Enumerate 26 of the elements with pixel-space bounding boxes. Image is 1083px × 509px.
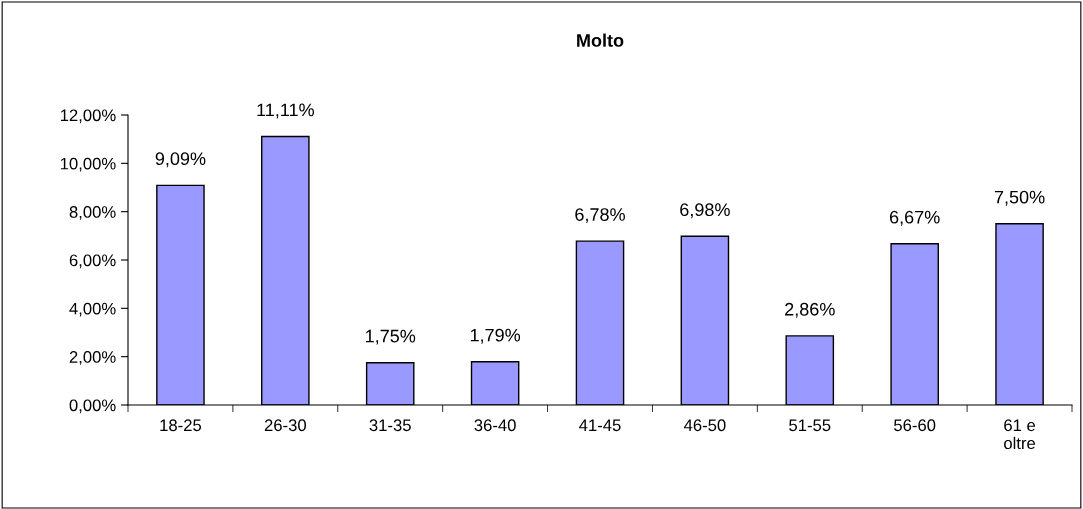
chart-title: Molto bbox=[577, 33, 624, 47]
y-tick-label: 0,00% bbox=[69, 399, 116, 414]
y-tick-label: 10,00% bbox=[60, 157, 116, 172]
x-tick-label: 41-45 bbox=[579, 419, 621, 432]
y-tick-label: 6,00% bbox=[69, 254, 116, 269]
x-tick-label: 26-30 bbox=[264, 419, 306, 432]
x-tick-label: 56-60 bbox=[894, 419, 936, 432]
x-tick-label: 18-25 bbox=[160, 419, 202, 432]
data-label: 1,79% bbox=[470, 328, 521, 344]
x-tick-label: 46-50 bbox=[683, 419, 726, 432]
data-label: 2,86% bbox=[785, 302, 835, 318]
data-label: 6,78% bbox=[575, 208, 625, 224]
data-label: 9,09% bbox=[155, 152, 206, 168]
data-label: 6,67% bbox=[889, 210, 940, 226]
data-label: 6,98% bbox=[680, 203, 730, 219]
data-label: 1,75% bbox=[366, 329, 416, 345]
y-tick-label: 2,00% bbox=[69, 351, 116, 365]
data-label: 7,50% bbox=[994, 190, 1045, 206]
x-tick-label: 36-40 bbox=[474, 419, 516, 432]
data-label: 11,11% bbox=[257, 103, 314, 119]
x-tick-label: 51-55 bbox=[789, 419, 831, 432]
x-tick-label: 61 e oltre bbox=[1004, 419, 1036, 450]
x-tick-label: 31-35 bbox=[369, 419, 411, 432]
y-tick-label: 12,00% bbox=[60, 109, 116, 124]
y-tick-label: 8,00% bbox=[69, 206, 116, 220]
y-tick-label: 4,00% bbox=[69, 302, 116, 317]
